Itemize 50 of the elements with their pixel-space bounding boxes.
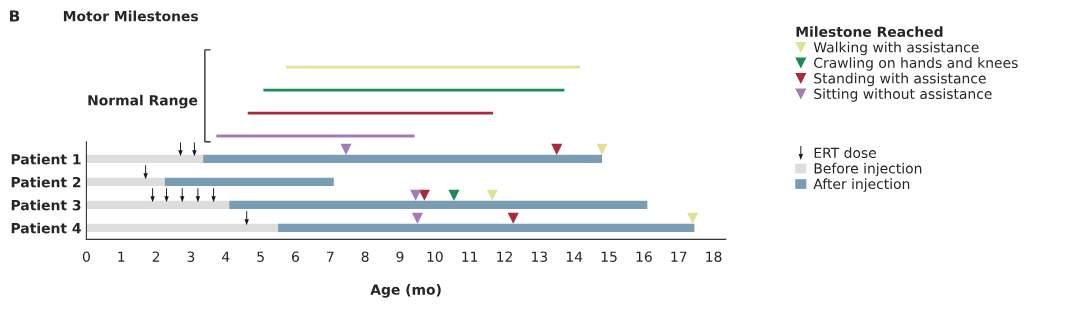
x-tick-label: 16 [636,251,652,262]
legend-label: ERT dose [814,147,876,159]
x-tick-label: 1 [118,251,125,262]
x-tick-label: 9 [396,251,404,262]
x-tick-label: 13 [532,251,548,262]
point [340,143,352,155]
bar [203,154,603,164]
legend-title: Milestone Reached [796,26,943,37]
bar [86,223,279,233]
point [418,189,430,201]
legend-label: Crawling on hands and knees [814,57,1018,71]
x-tick-label: 17 [671,251,687,262]
bar [86,177,165,187]
point [410,189,422,201]
x-tick-label: 8 [361,251,369,262]
legend-label: Sitting without assistance [814,88,992,102]
legend-label: After injection [813,178,910,192]
legend-label: Walking with assistance [813,41,979,56]
x-tick-label: 15 [601,251,617,262]
bar [86,154,204,164]
x-tick-label: 5 [257,251,264,262]
legend-label: Standing with assistance [814,72,986,87]
point [448,189,460,201]
x-tick-label: 3 [187,251,195,262]
x-tick-label: 10 [427,251,443,262]
legend-label: Before injection [814,162,922,177]
x-tick-label: 7 [327,251,334,262]
x-tick-label: 14 [566,251,583,262]
x-tick-label: 6 [292,251,299,262]
x-tick-label: 0 [82,251,90,262]
bar [229,200,648,210]
chart-title: Motor Milestones [63,10,198,22]
annotation: Normal Range [88,94,198,109]
bar [278,223,695,233]
y-tick-label: Patient 1 [11,153,81,165]
x-tick-label: 2 [152,251,160,262]
text: B [10,10,20,22]
point [596,143,608,155]
point [687,212,699,224]
bar [86,200,230,210]
point [411,212,423,224]
x-tick-label: 12 [497,251,512,262]
y-tick-label: Patient 3 [11,199,81,211]
x-axis-title: Age (mo) [370,284,441,298]
x-tick-label: 18 [706,251,722,262]
y-tick-label: Patient 4 [11,222,81,234]
x-tick-label: 4 [222,251,230,262]
x-tick-label: 11 [462,251,478,262]
bar [164,177,334,187]
y-tick-label: Patient 2 [11,176,81,188]
